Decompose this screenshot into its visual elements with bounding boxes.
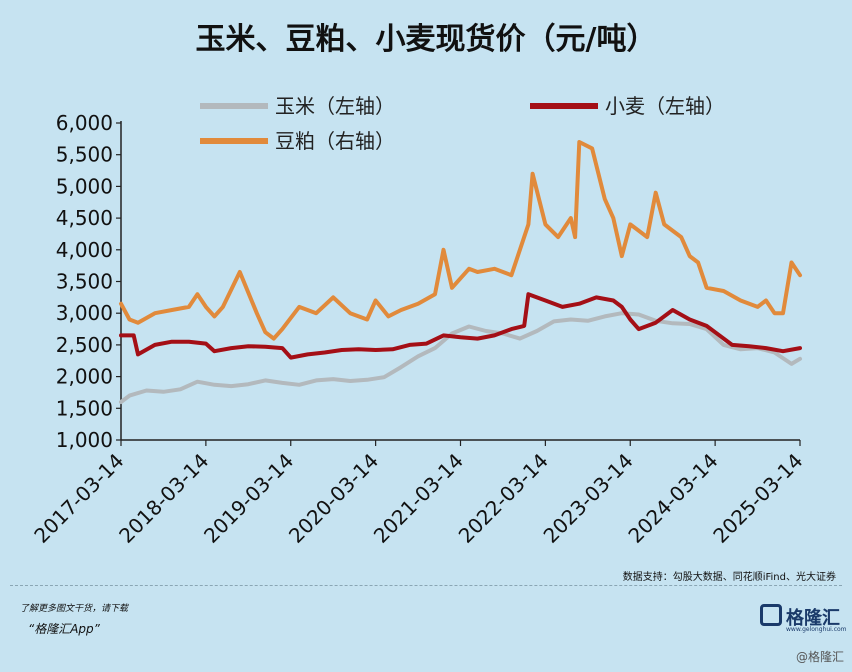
watermark: @格隆汇	[795, 650, 844, 664]
y-tick-label: 3,000	[56, 301, 113, 325]
x-tick-label: 2022-03-14	[454, 449, 553, 548]
series-line-soymeal	[119, 140, 802, 341]
promo-app-name: “格隆汇App”	[28, 622, 100, 636]
line-chart: 1,000 1,500 2,000 2,500 3,000 3,500 4,000 4,500…	[29, 94, 807, 548]
x-tick-label: 2021-03-14	[369, 449, 468, 548]
y-tick-label: 6,000	[56, 111, 113, 135]
x-tick-label: 2025-03-14	[708, 449, 807, 548]
chart-axes: 1,000 1,500 2,000 2,500 3,000 3,500 4,000 4,500…	[29, 111, 807, 548]
series-line-wheat	[119, 292, 802, 360]
legend-label-soymeal: 豆粕（右轴）	[275, 129, 395, 153]
x-tick-label: 2023-03-14	[539, 449, 638, 548]
footer-divider	[10, 585, 842, 586]
y-tick-label: 4,000	[56, 238, 113, 262]
chart-title: 玉米、豆粕、小麦现货价（元/吨）	[195, 22, 657, 57]
y-tick-label: 1,500	[56, 396, 113, 420]
y-tick-label: 5,000	[56, 174, 113, 198]
series-line-corn	[119, 311, 802, 404]
y-tick-label: 2,500	[56, 333, 113, 357]
source-note: 数据支持：勾股大数据、同花顺iFind、光大证券	[622, 572, 836, 583]
promo-text: 了解更多图文干货，请下载	[20, 604, 129, 614]
legend-label-corn: 玉米（左轴）	[275, 94, 395, 118]
x-tick-label: 2019-03-14	[199, 449, 298, 548]
series-group	[119, 140, 802, 404]
x-tick-label: 2018-03-14	[114, 449, 213, 548]
logo-url: www.gelonghui.com	[786, 626, 847, 633]
x-tick-label: 2020-03-14	[284, 449, 383, 548]
brand-logo: 格隆汇 www.gelonghui.com	[760, 602, 847, 633]
logo-mark-icon	[760, 604, 782, 626]
x-tick-label: 2017-03-14	[29, 449, 128, 548]
logo-name: 格隆汇	[786, 608, 840, 629]
chart-legend: 玉米（左轴） 小麦（左轴） 豆粕（右轴）	[200, 94, 725, 153]
y-tick-label: 1,000	[56, 428, 113, 452]
y-tick-label: 2,000	[56, 365, 113, 389]
x-tick-label: 2024-03-14	[623, 449, 722, 548]
y-tick-label: 5,500	[56, 143, 113, 167]
legend-label-wheat: 小麦（左轴）	[605, 94, 725, 118]
y-tick-label: 3,500	[56, 270, 113, 294]
y-tick-label: 4,500	[56, 206, 113, 230]
